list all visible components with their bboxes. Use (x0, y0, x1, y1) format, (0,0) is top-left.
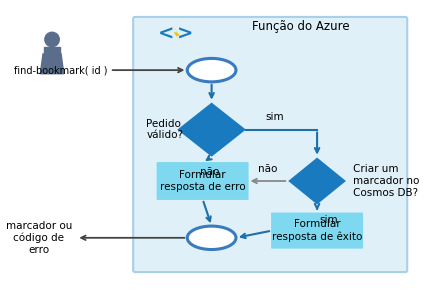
FancyBboxPatch shape (133, 17, 406, 272)
FancyBboxPatch shape (156, 162, 248, 200)
Text: Pedido
válido?: Pedido válido? (146, 119, 183, 140)
Polygon shape (177, 103, 245, 157)
Circle shape (45, 32, 59, 47)
Text: não: não (200, 168, 219, 177)
FancyBboxPatch shape (44, 47, 60, 56)
Text: marcador ou
código de
erro: marcador ou código de erro (6, 221, 72, 255)
Polygon shape (171, 25, 181, 43)
Text: Função do Azure: Função do Azure (252, 20, 349, 33)
Text: sim: sim (265, 112, 283, 123)
Text: <: < (158, 25, 174, 44)
Text: find-bookmark( id ): find-bookmark( id ) (14, 65, 108, 75)
Text: >: > (176, 25, 192, 44)
Polygon shape (288, 158, 345, 204)
Text: sim: sim (319, 215, 338, 225)
Ellipse shape (187, 226, 236, 249)
Text: Formular
resposta de êxito: Formular resposta de êxito (271, 219, 361, 242)
FancyBboxPatch shape (271, 213, 362, 249)
Text: não: não (257, 164, 276, 174)
Ellipse shape (187, 58, 236, 82)
Text: Criar um
marcador no
Cosmos DB?: Criar um marcador no Cosmos DB? (352, 164, 418, 198)
Text: Formular
resposta de erro: Formular resposta de erro (159, 170, 245, 192)
Polygon shape (40, 54, 63, 74)
